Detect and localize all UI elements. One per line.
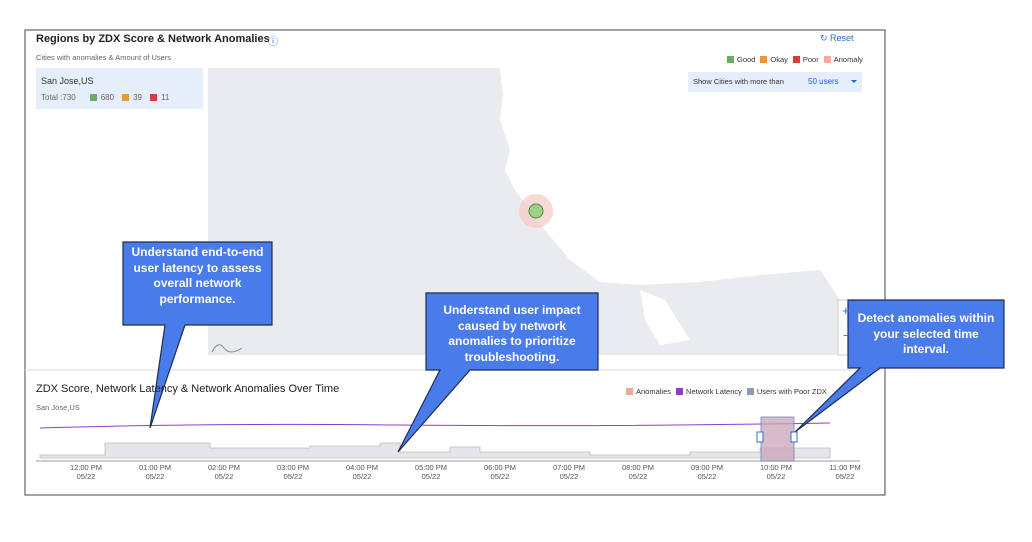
tick-time: 01:00 PM — [138, 463, 172, 472]
legend-label: Poor — [802, 55, 819, 64]
tick-date: 05/22 — [352, 472, 372, 481]
legend-label: Anomalies — [636, 387, 672, 396]
tick-time: 02:00 PM — [207, 463, 241, 472]
tick-date: 05/22 — [214, 472, 234, 481]
tick-date: 05/22 — [559, 472, 579, 481]
tick-date: 05/22 — [628, 472, 648, 481]
callout-2 — [397, 292, 599, 453]
callout-text: Detect anomalies within your selected ti… — [857, 311, 995, 356]
tick-time: 05:00 PM — [414, 463, 448, 472]
tick-date: 05/22 — [835, 472, 855, 481]
x-tick-label: 05:00 PM 05/22 — [406, 463, 456, 481]
tick-time: 12:00 PM — [69, 463, 103, 472]
panel-subtitle: Cities with anomalies & Amount of Users — [36, 53, 172, 62]
reset-label[interactable]: Reset — [830, 33, 854, 43]
city-stats: Total :730 680 39 11 — [41, 93, 169, 102]
legend-swatch — [760, 56, 768, 63]
count-value: 39 — [133, 93, 142, 102]
legend-swatch — [823, 56, 831, 63]
tick-time: 03:00 PM — [276, 463, 310, 472]
legend-swatch — [676, 388, 684, 395]
tick-date: 05/22 — [283, 472, 303, 481]
panel-title: Regions by ZDX Score & Network Anomalies — [36, 33, 270, 45]
filter-label: Show Cities with more than — [693, 77, 784, 86]
count-swatch — [89, 94, 97, 101]
x-tick-label: 06:00 PM 05/22 — [475, 463, 525, 481]
legend-label: Anomaly — [833, 55, 863, 64]
legend-label: Okay — [770, 55, 788, 64]
panel-subtitle: San Jose,US — [36, 403, 80, 412]
filter-value[interactable]: 50 users — [808, 77, 839, 86]
tick-time: 07:00 PM — [552, 463, 586, 472]
selection-handle[interactable] — [790, 431, 798, 443]
city-total: Total :730 — [41, 93, 76, 102]
x-tick-label: 07:00 PM 05/22 — [544, 463, 594, 481]
tick-time: 10:00 PM — [759, 463, 793, 472]
dropdown-arrow — [851, 80, 857, 83]
poor-users-area — [39, 442, 831, 459]
info-icon[interactable]: ⓘ — [268, 37, 278, 48]
tick-time: 06:00 PM — [483, 463, 517, 472]
callout-3 — [794, 299, 1005, 433]
selection[interactable] — [760, 416, 795, 462]
legend-swatch — [626, 388, 633, 395]
count-value: 680 — [100, 93, 115, 102]
count-swatch — [122, 94, 130, 101]
zoom-out[interactable]: − — [843, 328, 851, 343]
tick-date: 05/22 — [76, 472, 96, 481]
legend-label: Users with Poor ZDX — [756, 387, 827, 396]
legend-swatch — [792, 56, 800, 63]
reset-button[interactable]: ↻ Reset — [820, 33, 854, 43]
map-legend: Good Okay Poor Anomaly — [727, 55, 863, 64]
x-tick-label: 08:00 PM 05/22 — [613, 463, 663, 481]
callout-1 — [122, 241, 273, 429]
legend-label: Good — [737, 55, 756, 64]
selection-handle[interactable] — [756, 431, 764, 443]
water — [640, 290, 690, 345]
tick-time: 04:00 PM — [345, 463, 379, 472]
count-swatch — [149, 94, 157, 101]
tick-date: 05/22 — [145, 472, 165, 481]
x-tick-label: 04:00 PM 05/22 — [337, 463, 387, 481]
x-tick-label: 11:00 PM 05/22 — [820, 463, 870, 481]
legend-swatch — [746, 388, 754, 395]
tick-time: 11:00 PM — [829, 463, 861, 472]
x-tick-label: 09:00 PM 05/22 — [682, 463, 732, 481]
count-value: 11 — [160, 93, 170, 102]
sparkline-icon — [211, 344, 243, 353]
tick-time: 08:00 PM — [621, 463, 655, 472]
x-tick-label: 01:00 PM 05/22 — [130, 463, 180, 481]
callout-text: Understand end-to-end user latency to as… — [131, 245, 264, 306]
legend-swatch — [727, 56, 734, 63]
water — [500, 68, 873, 300]
tick-date: 05/22 — [766, 472, 786, 481]
legend-label: Network Latency — [686, 387, 742, 396]
tick-date: 05/22 — [697, 472, 717, 481]
callout-shapes — [122, 241, 1005, 453]
filter-box[interactable] — [688, 72, 862, 92]
city-row — [36, 68, 203, 109]
city-name[interactable]: San Jose,US — [41, 76, 94, 86]
tick-date: 05/22 — [421, 472, 441, 481]
time-legend: Anomalies Network Latency Users with Poor … — [626, 387, 827, 396]
city-marker[interactable] — [528, 203, 544, 219]
x-tick-label: 03:00 PM 05/22 — [268, 463, 318, 481]
tick-date: 05/22 — [490, 472, 510, 481]
x-tick-label: 12:00 PM 05/22 — [61, 463, 111, 481]
panel-title: ZDX Score, Network Latency & Network Ano… — [36, 383, 340, 395]
tick-time: 09:00 PM — [690, 463, 724, 472]
callout-text: Understand user impact caused by network… — [443, 303, 581, 364]
zoom-in[interactable]: + — [842, 303, 850, 318]
x-tick-label: 02:00 PM 05/22 — [199, 463, 249, 481]
x-tick-label: 10:00 PM 05/22 — [751, 463, 801, 481]
